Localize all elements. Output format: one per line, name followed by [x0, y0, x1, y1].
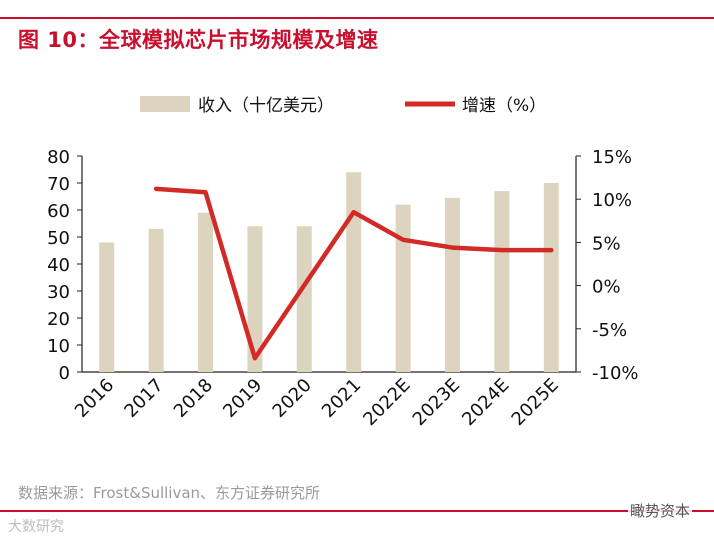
x-tick-label: 2018	[170, 375, 217, 422]
y-right-tick-label: -5%	[592, 320, 627, 341]
legend-line-label: 增速（%）	[462, 96, 546, 116]
y-left-tick-label: 0	[59, 363, 70, 384]
y-right-tick-label: 10%	[592, 190, 632, 211]
revenue-bar	[395, 204, 411, 372]
revenue-bar	[346, 172, 362, 372]
y-right-tick-label: -10%	[592, 363, 639, 384]
y-left-tick-label: 80	[47, 147, 70, 168]
source-note: 数据来源：Frost&Sullivan、东方证券研究所	[18, 484, 321, 502]
growth-line	[153, 186, 554, 361]
y-right-tick-label: 0%	[592, 277, 621, 298]
y-right-tick-label: 5%	[592, 233, 621, 254]
watermark-right: 瞰势资本	[627, 500, 692, 521]
x-tick-label: 2019	[219, 375, 266, 422]
legend: 收入（十亿美元） 增速（%）	[140, 96, 546, 116]
y-left-tick-label: 30	[47, 282, 70, 303]
revenue-bar	[99, 242, 115, 372]
revenue-bar	[494, 191, 510, 372]
x-tick-label: 2025E	[508, 375, 563, 430]
bottom-rule	[0, 510, 714, 512]
x-tick-label: 2023E	[409, 375, 464, 430]
revenue-bar	[445, 197, 460, 372]
y-left-tick-label: 70	[47, 174, 70, 195]
x-tick-label: 2024E	[458, 375, 513, 430]
x-tick-label: 2020	[269, 375, 316, 422]
x-tick-label: 2022E	[359, 375, 414, 430]
y-left-tick-label: 40	[47, 255, 70, 276]
y-left-tick-label: 60	[47, 201, 70, 222]
legend-bar-swatch	[140, 96, 190, 112]
top-rule	[0, 17, 714, 19]
revenue-bar	[198, 212, 213, 372]
figure-title: 图 10：全球模拟芯片市场规模及增速	[18, 28, 379, 52]
x-tick-label: 2016	[71, 375, 118, 422]
y-left-tick-label: 50	[47, 228, 70, 249]
y-right-tick-label: 15%	[592, 147, 632, 168]
x-tick-label: 2017	[120, 375, 167, 422]
y-left-tick-label: 20	[47, 309, 70, 330]
revenue-bar	[247, 226, 263, 372]
revenue-bar	[148, 228, 164, 372]
revenue-bar	[296, 226, 312, 372]
watermark-left: 大数研究	[8, 519, 64, 535]
legend-bar-label: 收入（十亿美元）	[198, 96, 334, 116]
revenue-bar	[543, 183, 559, 372]
y-left-tick-label: 10	[47, 336, 70, 357]
x-tick-label: 2021	[318, 375, 365, 422]
